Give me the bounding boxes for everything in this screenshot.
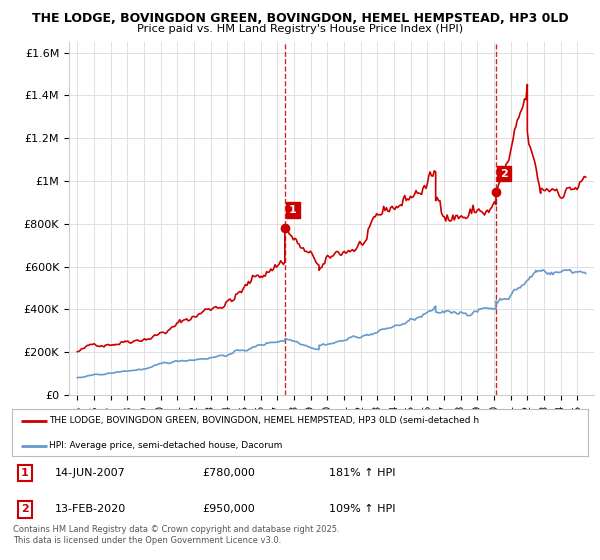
Text: Price paid vs. HM Land Registry's House Price Index (HPI): Price paid vs. HM Land Registry's House … xyxy=(137,24,463,34)
Text: 109% ↑ HPI: 109% ↑ HPI xyxy=(329,505,395,515)
Text: 2: 2 xyxy=(500,169,508,179)
Text: HPI: Average price, semi-detached house, Dacorum: HPI: Average price, semi-detached house,… xyxy=(49,441,283,450)
Text: 181% ↑ HPI: 181% ↑ HPI xyxy=(329,468,395,478)
Text: THE LODGE, BOVINGDON GREEN, BOVINGDON, HEMEL HEMPSTEAD, HP3 0LD: THE LODGE, BOVINGDON GREEN, BOVINGDON, H… xyxy=(32,12,568,25)
Text: £780,000: £780,000 xyxy=(202,468,255,478)
Text: Contains HM Land Registry data © Crown copyright and database right 2025.
This d: Contains HM Land Registry data © Crown c… xyxy=(13,525,340,545)
Text: £950,000: £950,000 xyxy=(202,505,255,515)
Text: 1: 1 xyxy=(289,205,297,215)
Text: 1: 1 xyxy=(21,468,29,478)
Text: 2: 2 xyxy=(21,505,29,515)
Text: THE LODGE, BOVINGDON GREEN, BOVINGDON, HEMEL HEMPSTEAD, HP3 0LD (semi-detached h: THE LODGE, BOVINGDON GREEN, BOVINGDON, H… xyxy=(49,416,479,425)
Text: 14-JUN-2007: 14-JUN-2007 xyxy=(55,468,126,478)
Text: 13-FEB-2020: 13-FEB-2020 xyxy=(55,505,127,515)
